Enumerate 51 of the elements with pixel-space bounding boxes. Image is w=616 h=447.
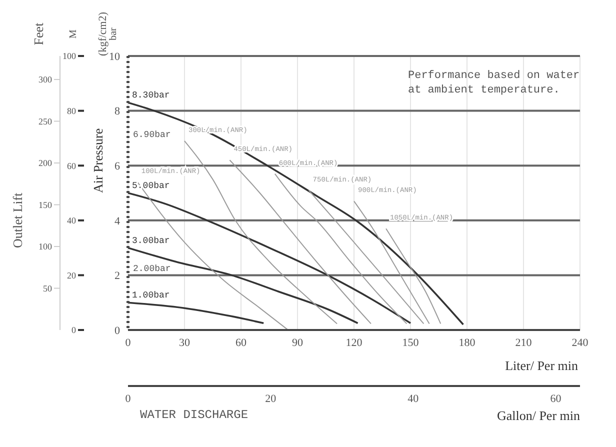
line-series: [128, 246, 359, 324]
x2-tick-label: 0: [125, 393, 132, 405]
y-tick-label: 10: [109, 50, 120, 63]
y-tick-label: 4: [114, 215, 120, 228]
y2-tick-label: 40: [67, 216, 76, 226]
text: WATER DISCHARGE: [140, 408, 248, 422]
y2-axis-title: M: [68, 29, 79, 38]
annotation: Performance based on water at ambient temperature.: [408, 70, 580, 96]
series-label: 8.30bar: [132, 90, 170, 101]
y3-tick-label: 300: [38, 74, 52, 85]
x-tick-label: 210: [515, 336, 532, 349]
y2-tick-label: 100: [62, 51, 76, 62]
line-series: [386, 228, 442, 324]
text: Outlet Lift: [10, 192, 25, 248]
series-label: 1.00bar: [132, 290, 170, 301]
x2-tick-label: 60: [550, 393, 562, 405]
x-tick-label: 240: [572, 336, 589, 349]
y3-tick-label: 150: [38, 200, 52, 210]
x-axis-title: Liter/ Per min: [505, 358, 578, 373]
x2-tick-label: 20: [265, 393, 277, 405]
y-tick-label: 6: [114, 160, 120, 173]
y-axis-title: Air Pressure: [90, 128, 106, 193]
y2-tick-label: 20: [67, 270, 76, 280]
x-tick-label: 60: [236, 336, 247, 349]
y2-tick-label: 0: [72, 325, 76, 336]
y-tick-label: 0: [114, 324, 120, 337]
series-label: 3.00bar: [132, 236, 170, 246]
y-tick-label: 8: [114, 106, 120, 118]
y2-tick-label: 80: [67, 106, 76, 116]
text: bar: [108, 26, 119, 40]
line-series: [128, 302, 264, 324]
x-tick-label: 150: [402, 336, 420, 349]
y3-tick-label: 100: [38, 242, 52, 252]
y3-tick-label: 50: [43, 283, 52, 294]
y2-tick-label: 60: [67, 160, 76, 171]
line-series: [128, 102, 464, 326]
x-tick-label: 90: [292, 336, 304, 349]
annotation: 2.00bar: [133, 264, 171, 274]
x-tick-label: 120: [346, 336, 363, 349]
annotation: 6.90bar: [133, 130, 171, 140]
y-tick-label: 2: [114, 270, 120, 282]
x-tick-label: 180: [458, 336, 476, 349]
y3-tick-label: 250: [38, 116, 52, 126]
x-tick-label: 30: [179, 336, 190, 349]
y3-tick-label: 200: [38, 158, 52, 168]
series-label: 5.00bar: [132, 181, 170, 191]
y3-axis-title: Feet: [31, 22, 46, 46]
text: (kgf/cm2): [97, 12, 109, 56]
x2-axis-title: Gallon/ Per min: [496, 408, 580, 423]
x-tick-label: 0: [125, 336, 132, 349]
x2-tick-label: 40: [408, 393, 420, 405]
